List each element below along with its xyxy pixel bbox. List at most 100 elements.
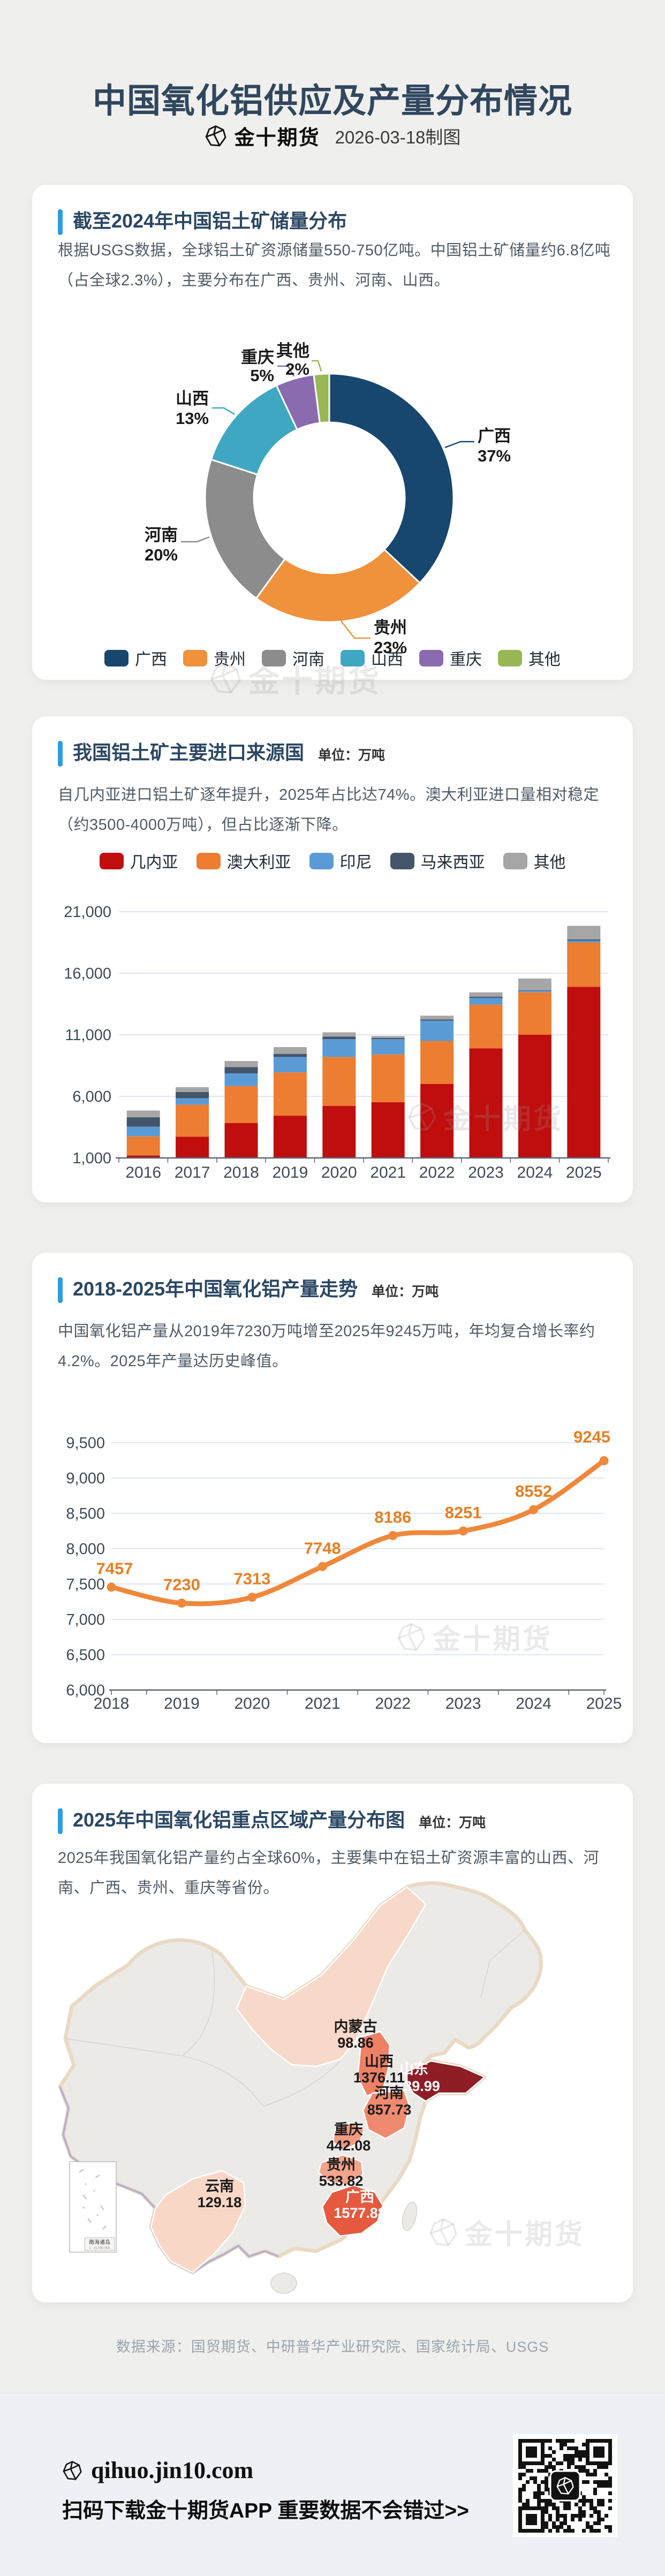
bar-segment xyxy=(126,1136,160,1156)
line-x-label: 2022 xyxy=(375,1695,411,1713)
bar-x-label: 2017 xyxy=(175,1164,210,1181)
bar-segment xyxy=(518,990,551,992)
bar-x-label: 2024 xyxy=(517,1164,553,1181)
bar-segment xyxy=(518,992,551,1035)
bar-segment xyxy=(273,1072,307,1116)
bar-segment xyxy=(273,1054,307,1057)
svg-text:1 : 31 000 000: 1 : 31 000 000 xyxy=(89,2247,110,2250)
legend-item: 河南 xyxy=(262,646,324,670)
hainan-island xyxy=(270,2272,297,2294)
bar-segment xyxy=(518,978,551,990)
card-body: 根据USGS数据，全球铝土矿资源储量550-750亿吨。中国铝土矿储量约6.8亿… xyxy=(58,242,611,289)
map-region-name: 河南 xyxy=(375,2085,404,2101)
south-china-sea-inset: 南海诸岛 1 : 31 000 000 xyxy=(69,2161,117,2253)
footer: qihuo.jin10.com 扫码下载金十期货APP 重要数据不会错过>> xyxy=(0,2393,665,2576)
bar-segment xyxy=(224,1067,258,1073)
line-x-label: 2018 xyxy=(94,1695,130,1713)
legend-swatch xyxy=(104,649,129,666)
unit-label: 单位：万吨 xyxy=(372,1284,439,1299)
bar-segment xyxy=(420,1020,454,1041)
bar-segment xyxy=(371,1039,405,1055)
line-y-tick: 7,500 xyxy=(66,1576,105,1593)
card-body: 自几内亚进口铝土矿逐年提升，2025年占比达74%。澳大利亚进口量相对稳定（约3… xyxy=(58,786,600,834)
data-point xyxy=(529,1505,539,1514)
line-y-tick: 8,000 xyxy=(66,1541,105,1558)
line-y-tick: 6,000 xyxy=(66,1682,105,1699)
line-x-label: 2020 xyxy=(234,1695,270,1713)
legend-swatch xyxy=(262,649,286,666)
map-region-value: 98.86 xyxy=(337,2035,374,2051)
bar-segment xyxy=(322,1105,356,1158)
jin10-gem-icon xyxy=(205,125,226,146)
reserves-legend: 广西 贵州 河南 山西 重庆 其他 xyxy=(32,646,633,670)
production-line-chart: 9,500 9,000 8,500 8,000 7,500 7,000 6,500 6,000… xyxy=(66,1428,622,1713)
bar-segment xyxy=(518,1035,551,1158)
bar-segment xyxy=(371,1036,405,1038)
map-region-value: 3139.99 xyxy=(388,2078,440,2094)
data-point xyxy=(247,1593,257,1602)
pie-label-name: 广西 xyxy=(478,427,511,445)
accent-bar xyxy=(58,1277,63,1303)
legend-item: 重庆 xyxy=(419,646,482,670)
data-point-label: 8186 xyxy=(374,1507,411,1526)
bar-y-tick: 6,000 xyxy=(72,1088,111,1105)
map-region-name: 广西 xyxy=(345,2189,374,2205)
bar-segment xyxy=(567,926,601,940)
bar-segment xyxy=(224,1123,258,1158)
bar-segment xyxy=(567,941,601,943)
legend-swatch xyxy=(183,649,207,666)
taiwan-island xyxy=(402,2201,418,2231)
legend-swatch xyxy=(390,852,414,869)
legend-label: 贵州 xyxy=(214,651,246,669)
unit-label: 单位：万吨 xyxy=(318,747,386,763)
bar-segment xyxy=(567,939,601,941)
bar-segment xyxy=(322,1036,356,1040)
legend-item: 印尼 xyxy=(309,849,372,873)
pie-label-value: 2% xyxy=(285,360,309,378)
bar-segment xyxy=(567,942,601,987)
bar-segment xyxy=(273,1047,307,1054)
map-region-name: 山西 xyxy=(365,2054,394,2070)
data-point xyxy=(107,1582,116,1592)
legend-label: 河南 xyxy=(292,651,324,669)
accent-bar xyxy=(58,1808,63,1834)
bar-segment xyxy=(176,1092,209,1098)
bar-segment xyxy=(126,1126,160,1137)
line-x-label: 2019 xyxy=(164,1695,200,1713)
legend-item: 贵州 xyxy=(183,646,246,670)
bar-segment xyxy=(420,1019,454,1021)
data-point-label: 7748 xyxy=(304,1539,341,1557)
data-point-label: 7313 xyxy=(233,1570,270,1588)
pie-label-name: 其他 xyxy=(276,342,309,360)
legend-swatch xyxy=(498,649,522,666)
legend-item: 马来西亚 xyxy=(390,849,485,873)
card-production-trend: 2018-2025年中国氧化铝产量走势 单位：万吨 中国氧化铝产量从2019年7… xyxy=(32,1253,633,1743)
bar-x-label: 2025 xyxy=(566,1164,602,1181)
bar-y-tick: 1,000 xyxy=(72,1150,111,1167)
bar-segment xyxy=(518,990,551,991)
jin10-gem-icon xyxy=(63,2460,82,2480)
bar-segment xyxy=(126,1117,160,1127)
bar-x-label: 2019 xyxy=(273,1164,308,1181)
legend-swatch xyxy=(419,649,443,666)
bar-x-label: 2021 xyxy=(370,1164,406,1181)
pie-label-value: 13% xyxy=(176,409,209,428)
legend-item: 其他 xyxy=(503,849,566,873)
map-region-name: 云南 xyxy=(205,2178,234,2194)
line-x-label: 2024 xyxy=(516,1695,551,1713)
bar-x-label: 2018 xyxy=(223,1164,259,1181)
card-title: 我国铝土矿主要进口来源国 xyxy=(73,741,305,763)
bar-x-label: 2020 xyxy=(321,1164,357,1181)
card-body: 2025年我国氧化铝产量约占全球60%，主要集中在铝土矿资源丰富的山西、河南、广… xyxy=(58,1850,600,1897)
bar-segment xyxy=(469,1048,503,1158)
legend-swatch xyxy=(503,852,527,869)
footer-site-url: qihuo.jin10.com xyxy=(91,2457,254,2483)
bar-x-label: 2022 xyxy=(419,1164,455,1181)
bar-segment xyxy=(469,998,503,1005)
map-region-value: 1376.11 xyxy=(353,2070,405,2086)
legend-label: 广西 xyxy=(135,651,167,669)
line-y-tick: 6,500 xyxy=(66,1647,105,1664)
brand-row: 金十期货 2026-03-18制图 xyxy=(0,121,665,150)
bar-y-tick: 21,000 xyxy=(64,904,111,921)
